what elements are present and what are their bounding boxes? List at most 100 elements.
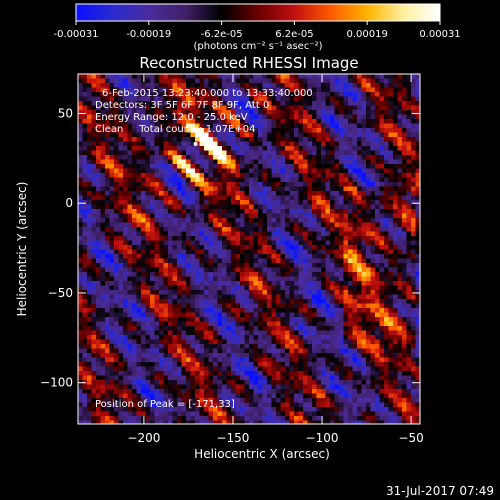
heatmap-pixel: [190, 173, 196, 179]
heatmap-pixel: [415, 339, 420, 345]
heatmap-pixel: [249, 141, 255, 147]
heatmap-pixel: [199, 150, 205, 156]
heatmap-pixel: [199, 87, 205, 93]
heatmap-pixel: [244, 159, 250, 165]
heatmap-pixel: [325, 213, 331, 219]
heatmap-pixel: [204, 173, 210, 179]
heatmap-pixel: [195, 173, 201, 179]
heatmap-pixel: [168, 263, 174, 269]
heatmap-pixel: [204, 186, 210, 192]
heatmap-pixel: [181, 177, 187, 183]
heatmap-pixel: [145, 330, 151, 336]
heatmap-pixel: [87, 362, 93, 368]
heatmap-pixel: [136, 294, 142, 300]
heatmap-pixel: [190, 83, 196, 89]
heatmap-pixel: [370, 204, 376, 210]
heatmap-pixel: [105, 344, 111, 350]
heatmap-pixel: [132, 285, 138, 291]
heatmap-pixel: [397, 92, 403, 98]
heatmap-pixel: [388, 87, 394, 93]
heatmap-pixel: [357, 276, 363, 282]
heatmap-pixel: [82, 119, 88, 125]
heatmap-pixel: [109, 222, 115, 228]
heatmap-pixel: [235, 114, 241, 120]
heatmap-pixel: [222, 231, 228, 237]
heatmap-pixel: [150, 344, 156, 350]
heatmap-pixel: [388, 101, 394, 107]
heatmap-pixel: [361, 173, 367, 179]
heatmap-pixel: [244, 96, 250, 102]
heatmap-pixel: [348, 182, 354, 188]
heatmap-pixel: [402, 92, 408, 98]
heatmap-pixel: [325, 222, 331, 228]
heatmap-pixel: [168, 353, 174, 359]
heatmap-pixel: [123, 321, 129, 327]
heatmap-pixel: [100, 213, 106, 219]
heatmap-pixel: [402, 254, 408, 260]
heatmap-pixel: [204, 326, 210, 332]
heatmap-pixel: [253, 245, 259, 251]
heatmap-pixel: [96, 231, 102, 237]
heatmap-pixel: [199, 182, 205, 188]
heatmap-pixel: [330, 74, 336, 80]
heatmap-pixel: [118, 272, 124, 278]
heatmap-pixel: [168, 164, 174, 170]
heatmap-pixel: [217, 74, 223, 80]
heatmap-pixel: [154, 231, 160, 237]
heatmap-pixel: [154, 110, 160, 116]
heatmap-pixel: [141, 330, 147, 336]
heatmap-pixel: [154, 348, 160, 354]
heatmap-pixel: [114, 272, 120, 278]
heatmap-pixel: [168, 294, 174, 300]
heatmap-pixel: [384, 83, 390, 89]
heatmap-pixel: [96, 186, 102, 192]
heatmap-pixel: [222, 339, 228, 345]
heatmap-pixel: [316, 87, 322, 93]
heatmap-pixel: [393, 146, 399, 152]
heatmap-pixel: [240, 186, 246, 192]
heatmap-pixel: [316, 173, 322, 179]
heatmap-pixel: [96, 321, 102, 327]
heatmap-pixel: [82, 317, 88, 323]
heatmap-pixel: [379, 357, 385, 363]
heatmap-pixel: [127, 195, 133, 201]
heatmap-pixel: [244, 294, 250, 300]
heatmap-pixel: [159, 330, 165, 336]
heatmap-pixel: [276, 123, 282, 129]
heatmap-pixel: [213, 213, 219, 219]
heatmap-pixel: [177, 285, 183, 291]
heatmap-pixel: [199, 83, 205, 89]
heatmap-pixel: [136, 344, 142, 350]
heatmap-pixel: [379, 353, 385, 359]
heatmap-pixel: [114, 195, 120, 201]
heatmap-pixel: [114, 101, 120, 107]
heatmap-pixel: [217, 209, 223, 215]
heatmap-pixel: [289, 200, 295, 206]
heatmap-pixel: [388, 123, 394, 129]
heatmap-pixel: [393, 132, 399, 138]
heatmap-pixel: [204, 294, 210, 300]
heatmap-pixel: [186, 258, 192, 264]
heatmap-pixel: [402, 83, 408, 89]
heatmap-pixel: [181, 105, 187, 111]
heatmap-pixel: [154, 317, 160, 323]
heatmap-pixel: [298, 177, 304, 183]
heatmap-pixel: [231, 204, 237, 210]
heatmap-pixel: [168, 240, 174, 246]
heatmap-pixel: [339, 299, 345, 305]
heatmap-pixel: [172, 312, 178, 318]
heatmap-pixel: [388, 155, 394, 161]
heatmap-pixel: [168, 182, 174, 188]
heatmap-pixel: [159, 290, 165, 296]
heatmap-pixel: [186, 164, 192, 170]
heatmap-pixel: [366, 195, 372, 201]
heatmap-pixel: [159, 87, 165, 93]
heatmap-pixel: [298, 267, 304, 273]
heatmap-pixel: [325, 299, 331, 305]
heatmap-pixel: [91, 150, 97, 156]
heatmap-pixel: [177, 191, 183, 197]
heatmap-pixel: [334, 321, 340, 327]
heatmap-pixel: [321, 249, 327, 255]
heatmap-pixel: [87, 263, 93, 269]
heatmap-pixel: [163, 272, 169, 278]
